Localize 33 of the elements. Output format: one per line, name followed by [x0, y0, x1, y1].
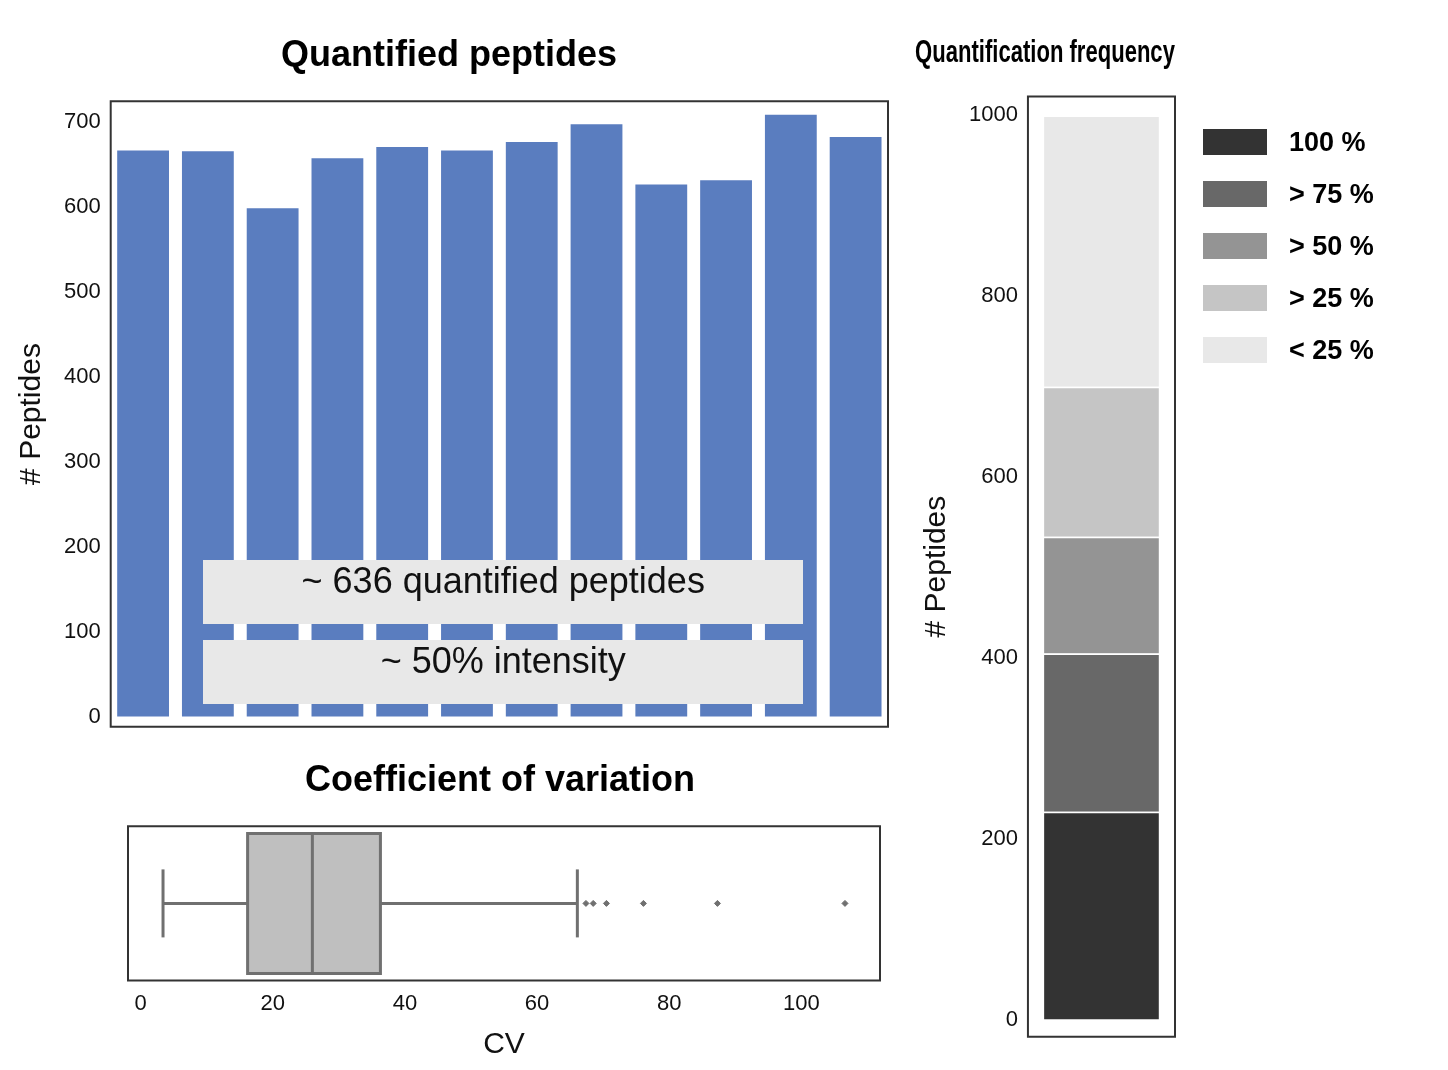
legend-label: 100 %	[1289, 126, 1366, 158]
legend-label: > 50 %	[1289, 230, 1374, 262]
chart-title: Quantification frequency	[915, 32, 1176, 70]
y-axis-title: # Peptides	[13, 343, 47, 485]
y-tick-label: 0	[1005, 1005, 1018, 1031]
x-tick-label: 60	[524, 989, 550, 1015]
legend-label: > 25 %	[1289, 282, 1374, 314]
x-tick-label: 20	[260, 989, 285, 1015]
y-tick-label: 300	[63, 447, 101, 473]
y-tick-label: 1000	[968, 101, 1018, 127]
y-tick-label: 200	[981, 824, 1018, 850]
y-tick-label: 500	[63, 277, 101, 303]
legend-label: > 75 %	[1289, 178, 1374, 210]
x-tick-label: 40	[392, 989, 418, 1015]
y-axis-title: # Peptides	[918, 495, 952, 638]
y-tick-label: 700	[63, 107, 101, 133]
y-tick-label: 100	[63, 617, 101, 643]
text-box: ~ 50% intensity	[203, 639, 804, 704]
y-tick-label: 600	[981, 463, 1018, 489]
y-tick-label: 200	[63, 532, 101, 558]
x-axis-title: CV	[483, 1026, 525, 1060]
chart-title: Quantified peptides	[280, 32, 618, 74]
text-box: ~ 636 quantified peptides	[203, 559, 804, 624]
y-tick-label: 400	[63, 362, 101, 388]
y-tick-label: 800	[981, 282, 1018, 308]
x-tick-label: 80	[656, 989, 682, 1015]
y-tick-label: 0	[88, 702, 101, 728]
x-tick-label: 0	[134, 989, 147, 1015]
x-tick-label: 100	[783, 989, 820, 1015]
y-tick-label: 600	[63, 192, 101, 218]
legend-label: < 25 %	[1289, 334, 1374, 366]
y-tick-label: 400	[981, 643, 1018, 669]
chart-title: Coefficient of variation	[304, 757, 696, 799]
